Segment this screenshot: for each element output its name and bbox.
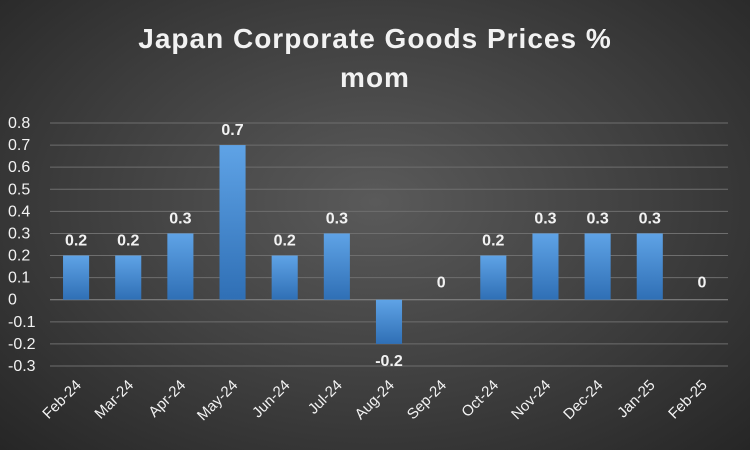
x-tick-label: Nov-24 <box>508 377 554 423</box>
bar <box>219 145 246 300</box>
bar <box>271 255 298 300</box>
chart-title-line-2: mom <box>340 62 410 93</box>
x-tick-label: Sep-24 <box>404 377 450 423</box>
y-tick-label: -0.2 <box>8 336 36 353</box>
x-tick-label: Oct-24 <box>458 377 502 421</box>
data-label: 0 <box>697 275 706 292</box>
y-axis-ticks: 0.8 0.7 0.6 0.5 0.4 0.3 0.2 0.1 0 -0.1 -0.2 -0.3 <box>8 115 36 375</box>
x-tick-label: Mar-24 <box>91 377 137 423</box>
bar <box>532 233 559 300</box>
data-label: 0.3 <box>169 210 191 227</box>
bar <box>636 233 663 300</box>
y-tick-label: 0.1 <box>8 270 30 287</box>
data-label: 0.3 <box>534 210 556 227</box>
data-label: 0.3 <box>586 210 608 227</box>
y-tick-label: 0.7 <box>8 137 30 154</box>
x-axis-ticks: Feb-24 Mar-24 Apr-24 May-24 Jun-24 Jul-24 Aug-… <box>39 377 710 424</box>
x-tick-label: Dec-24 <box>560 377 606 423</box>
bar <box>375 299 403 344</box>
bars <box>63 145 663 344</box>
y-tick-label: 0.8 <box>8 115 30 132</box>
data-label: 0.2 <box>65 233 87 250</box>
x-tick-label: Jan-25 <box>614 377 658 421</box>
y-tick-label: 0.2 <box>8 248 30 265</box>
y-tick-label: -0.3 <box>8 358 36 375</box>
bar <box>167 233 194 300</box>
data-labels: 0.2 0.2 0.3 0.7 0.2 0.3 -0.2 0 0.2 0.3 0.3 0.3 0 <box>65 122 707 370</box>
data-label: 0.3 <box>639 210 661 227</box>
data-label: 0.2 <box>117 233 139 250</box>
x-tick-label: Apr-24 <box>145 377 189 421</box>
y-tick-label: 0.6 <box>8 159 30 176</box>
x-tick-label: May-24 <box>194 377 241 424</box>
x-tick-label: Feb-24 <box>39 377 85 423</box>
y-tick-label: 0.5 <box>8 181 30 198</box>
x-tick-label: Jul-24 <box>305 377 346 418</box>
data-label: -0.2 <box>375 353 403 370</box>
data-label: 0.7 <box>221 122 243 139</box>
x-tick-label: Jun-24 <box>249 377 293 421</box>
bar <box>584 233 611 300</box>
x-tick-label: Feb-25 <box>665 377 711 423</box>
data-label: 0.2 <box>274 233 296 250</box>
data-label: 0 <box>437 275 446 292</box>
bar <box>63 255 90 300</box>
bar <box>323 233 350 300</box>
y-tick-label: 0.3 <box>8 225 30 242</box>
y-tick-label: 0.4 <box>8 203 30 220</box>
y-tick-label: 0 <box>8 292 17 309</box>
chart-title-line-1: Japan Corporate Goods Prices % <box>138 23 611 54</box>
bar <box>115 255 142 300</box>
data-label: 0.3 <box>326 210 348 227</box>
data-label: 0.2 <box>482 233 504 250</box>
y-tick-label: -0.1 <box>8 314 36 331</box>
bar <box>480 255 507 300</box>
x-tick-label: Aug-24 <box>352 377 398 423</box>
